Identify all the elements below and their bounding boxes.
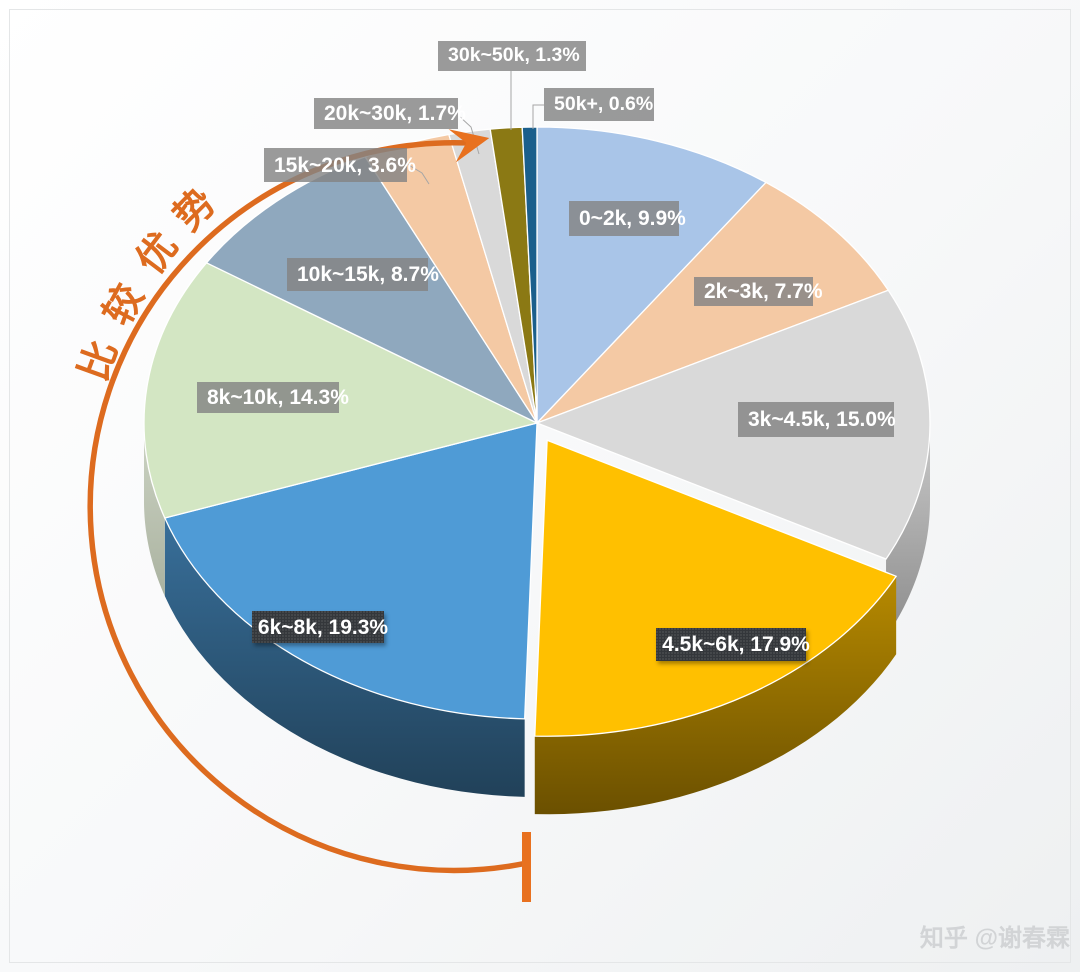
svg-text:较: 较: [96, 278, 152, 333]
svg-text:比: 比: [72, 335, 126, 386]
